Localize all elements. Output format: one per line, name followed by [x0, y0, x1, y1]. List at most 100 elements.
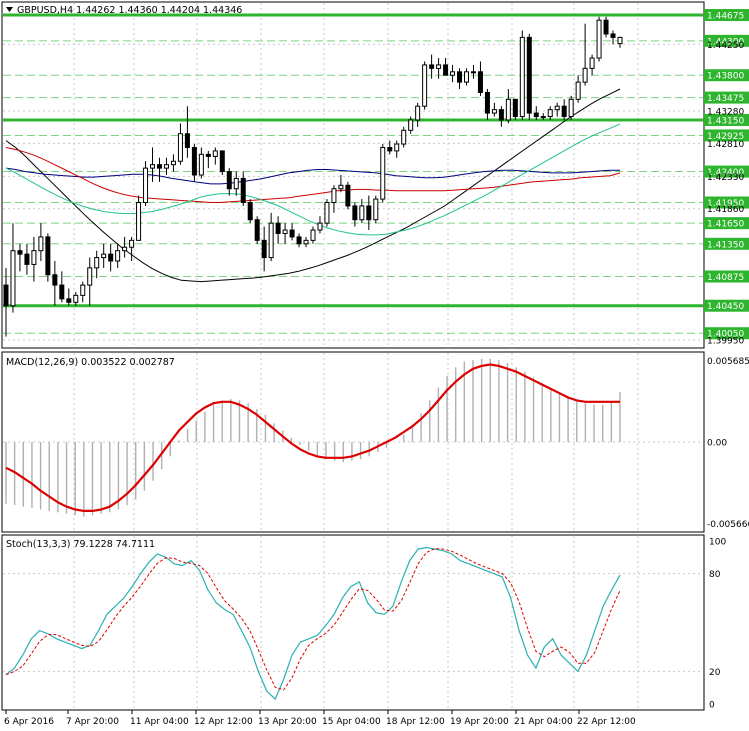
candle[interactable] [73, 291, 79, 306]
candle-body [150, 164, 156, 169]
candle[interactable] [10, 223, 16, 313]
candle[interactable] [470, 64, 476, 79]
candle[interactable] [150, 147, 156, 182]
candle[interactable] [240, 171, 246, 206]
candle[interactable] [184, 106, 190, 158]
candle[interactable] [540, 113, 546, 120]
candle[interactable] [457, 68, 463, 89]
candle[interactable] [275, 216, 281, 244]
candle[interactable] [115, 243, 121, 268]
candle[interactable] [352, 202, 358, 227]
candle[interactable] [429, 54, 435, 79]
candle[interactable] [129, 236, 135, 261]
candle[interactable] [617, 36, 623, 48]
candle[interactable] [380, 144, 386, 203]
candle[interactable] [317, 216, 323, 234]
candle[interactable] [359, 199, 365, 224]
candle[interactable] [533, 106, 539, 120]
candle[interactable] [519, 30, 525, 120]
candle[interactable] [331, 185, 337, 213]
candle[interactable] [233, 171, 239, 196]
candle[interactable] [505, 89, 511, 124]
candle[interactable] [247, 199, 253, 224]
candle[interactable] [45, 233, 51, 282]
candle[interactable] [345, 181, 351, 210]
level-label-box [704, 299, 749, 312]
candle[interactable] [177, 123, 183, 165]
candle-body [575, 81, 581, 100]
candle[interactable] [477, 61, 483, 96]
candle[interactable] [157, 157, 162, 182]
level-label: 1.43800 [707, 72, 744, 82]
candle[interactable] [554, 102, 560, 117]
candle[interactable] [547, 106, 553, 120]
candle[interactable] [80, 281, 86, 303]
candle[interactable] [436, 58, 442, 79]
level-label-box [704, 327, 749, 340]
candle[interactable] [324, 199, 330, 227]
candle[interactable] [254, 216, 260, 244]
candle[interactable] [261, 226, 267, 272]
candle[interactable] [52, 261, 58, 306]
candle[interactable] [101, 243, 107, 268]
candle[interactable] [491, 102, 497, 117]
candle[interactable] [136, 195, 142, 241]
candle[interactable] [596, 16, 602, 62]
candle[interactable] [226, 168, 232, 196]
candle[interactable] [484, 89, 490, 120]
candle[interactable] [170, 154, 176, 172]
price-label: 1.39950 [707, 337, 744, 347]
candle[interactable] [526, 33, 532, 120]
candle[interactable] [87, 257, 93, 306]
candle[interactable] [38, 223, 44, 261]
collapse-triangle-icon[interactable] [6, 7, 13, 12]
candle[interactable] [282, 223, 288, 244]
candle[interactable] [603, 16, 609, 38]
level-label: 1.44675 [707, 12, 744, 22]
candle[interactable] [143, 161, 149, 206]
candle[interactable] [415, 102, 421, 127]
candle[interactable] [3, 267, 9, 337]
candle[interactable] [205, 150, 211, 169]
candle[interactable] [422, 61, 428, 110]
candle[interactable] [289, 223, 295, 241]
candle[interactable] [568, 95, 574, 120]
candle[interactable] [219, 150, 225, 175]
candle[interactable] [450, 64, 456, 83]
candle[interactable] [31, 236, 37, 282]
candle[interactable] [66, 288, 72, 306]
candle[interactable] [394, 140, 400, 158]
candle[interactable] [191, 144, 197, 182]
candle[interactable] [366, 195, 372, 231]
candle[interactable] [268, 212, 274, 261]
candle[interactable] [512, 98, 518, 120]
candle[interactable] [303, 236, 309, 248]
candle[interactable] [610, 30, 616, 45]
stoch-grid [3, 536, 703, 709]
candle[interactable] [589, 54, 595, 76]
candle[interactable] [17, 243, 23, 272]
candle[interactable] [408, 116, 414, 134]
candle[interactable] [387, 140, 393, 155]
candle[interactable] [464, 68, 469, 86]
candle[interactable] [24, 243, 30, 275]
candle[interactable] [582, 23, 588, 86]
candle[interactable] [59, 271, 65, 303]
candle[interactable] [163, 157, 169, 175]
candle[interactable] [198, 147, 204, 179]
candle[interactable] [338, 175, 344, 193]
candle[interactable] [310, 226, 316, 244]
candle[interactable] [443, 58, 449, 76]
candle[interactable] [94, 250, 100, 279]
candle[interactable] [212, 147, 218, 165]
candle[interactable] [498, 106, 504, 127]
candle-body [533, 112, 539, 118]
candle[interactable] [401, 126, 407, 148]
candle[interactable] [108, 243, 114, 272]
candle[interactable] [575, 75, 581, 103]
candle[interactable] [561, 99, 567, 120]
candle[interactable] [296, 233, 302, 248]
candle[interactable] [122, 236, 128, 258]
candle[interactable] [373, 195, 379, 224]
